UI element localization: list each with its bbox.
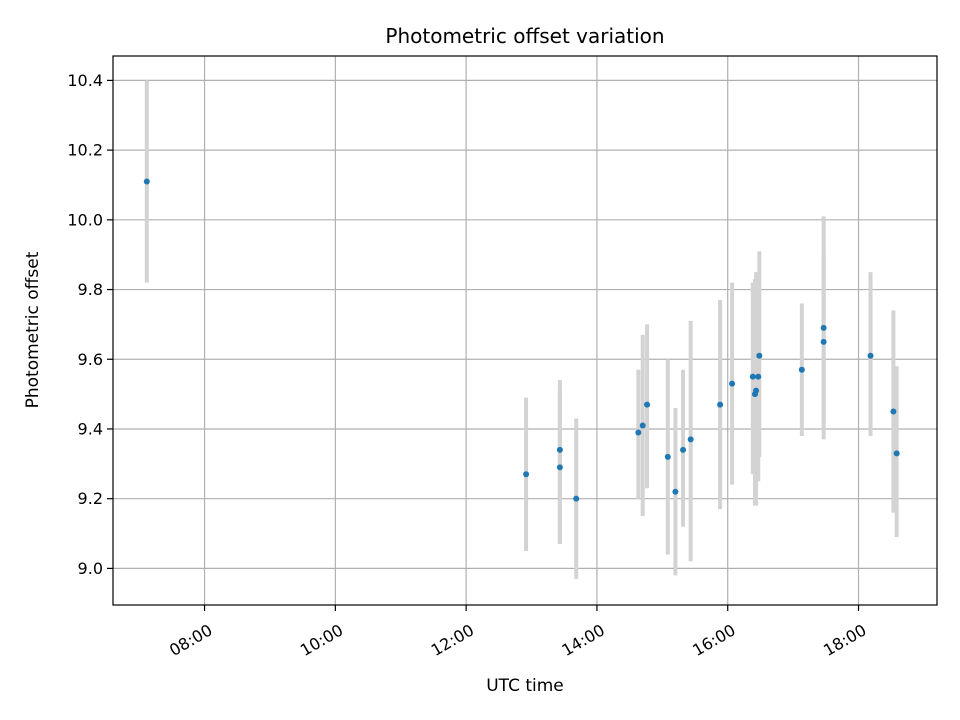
data-point: [664, 453, 671, 460]
y-tick-label: 10.0: [67, 210, 103, 229]
data-point: [755, 373, 762, 380]
data-point: [820, 338, 827, 345]
y-tick-label: 9.2: [78, 489, 103, 508]
chart-title: Photometric offset variation: [385, 24, 664, 48]
data-point: [143, 178, 150, 185]
y-tick-label: 9.4: [78, 419, 103, 438]
data-point: [639, 422, 646, 429]
data-point: [573, 495, 580, 502]
data-point: [672, 488, 679, 495]
x-axis-label: UTC time: [486, 676, 564, 696]
y-tick-label: 10.2: [67, 141, 103, 160]
y-tick-label: 9.0: [78, 559, 103, 578]
data-point: [729, 380, 736, 387]
data-point: [556, 446, 563, 453]
data-point: [756, 352, 763, 359]
data-point: [717, 401, 724, 408]
y-axis-ticks: 9.0 9.2 9.4 9.6 9.8 10.0 10.2 10.4: [67, 71, 113, 578]
data-point: [749, 373, 756, 380]
plot-frame: [112, 55, 938, 606]
data-point: [890, 408, 897, 415]
data-point: [820, 324, 827, 331]
data-point: [635, 429, 642, 436]
data-point: [798, 366, 805, 373]
data-point: [523, 471, 530, 478]
data-point: [687, 436, 694, 443]
data-point: [753, 387, 760, 394]
y-tick-label: 10.4: [67, 71, 103, 90]
y-axis-label: Photometric offset: [23, 251, 43, 408]
data-point: [556, 464, 563, 471]
data-points: [143, 178, 900, 502]
y-tick-label: 9.6: [78, 350, 103, 369]
data-point: [644, 401, 651, 408]
data-point: [893, 450, 900, 457]
y-tick-label: 9.8: [78, 280, 103, 299]
data-point: [867, 352, 874, 359]
data-point: [680, 446, 687, 453]
